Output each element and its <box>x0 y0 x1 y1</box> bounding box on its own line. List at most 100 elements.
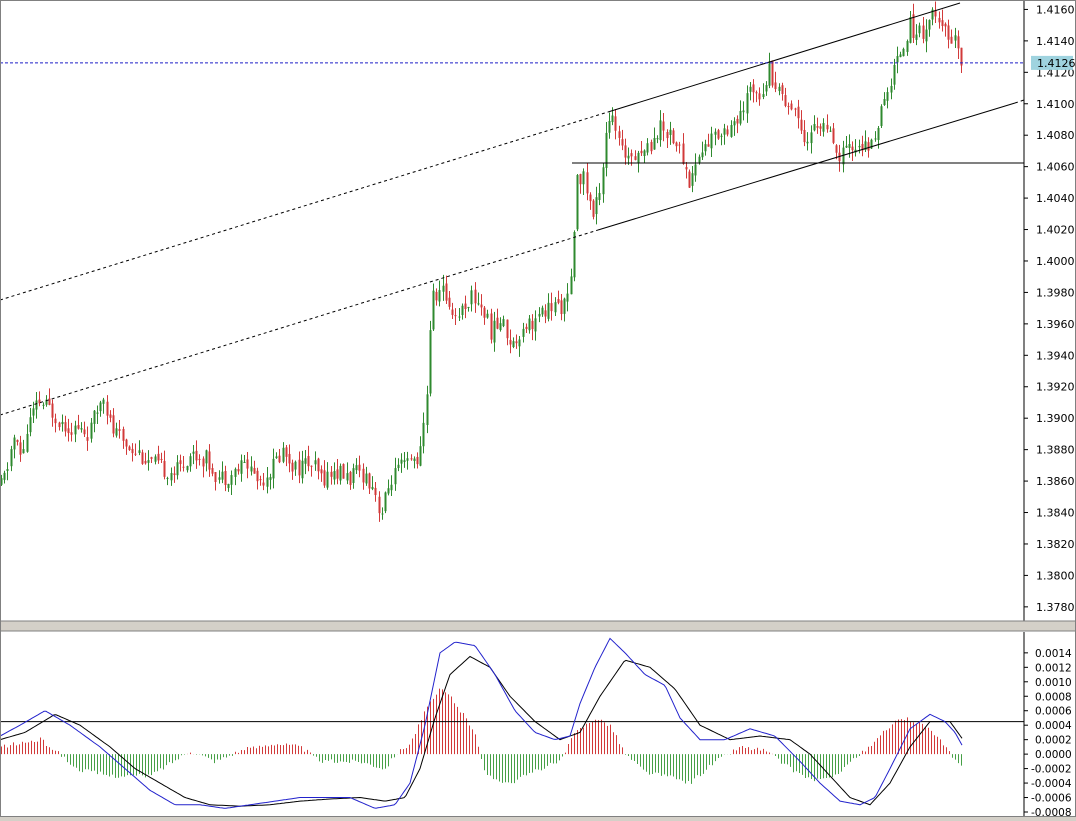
candle-body <box>618 131 621 138</box>
candle-body <box>99 402 102 412</box>
candle-body <box>570 276 573 295</box>
candle-body <box>19 442 22 455</box>
candle-body <box>253 468 256 474</box>
channel-lower-line[interactable] <box>597 102 1016 231</box>
candle-body <box>426 394 429 426</box>
candle-body <box>333 471 336 480</box>
candle-body <box>106 401 109 416</box>
current-price-label <box>1031 55 1073 70</box>
price-tick-label: 1.3820 <box>1036 538 1075 551</box>
macd-tick-label: 0.0014 <box>1035 648 1072 660</box>
candle-body <box>704 144 707 152</box>
panel-separator[interactable] <box>0 621 1076 631</box>
candle-body <box>621 139 624 146</box>
candle-body <box>496 317 499 329</box>
candle-body <box>51 403 54 418</box>
candle-body <box>864 141 867 150</box>
candle-body <box>22 449 25 454</box>
candle-body <box>950 36 953 44</box>
candle-body <box>77 425 80 429</box>
candle-body <box>922 25 925 39</box>
candle-body <box>438 290 441 302</box>
candle-body <box>240 460 243 474</box>
candle-body <box>211 468 214 474</box>
macd-tick-label: -0.0008 <box>1031 807 1072 817</box>
candle-body <box>890 85 893 93</box>
candle-body <box>451 309 454 315</box>
candle-body <box>669 129 672 135</box>
macd-tick-label: 0.0000 <box>1035 749 1072 761</box>
candle-body <box>902 48 905 57</box>
candle-body <box>243 461 246 463</box>
candle-body <box>282 447 285 462</box>
candle-body <box>432 290 435 330</box>
channel-upper-line[interactable] <box>607 2 961 113</box>
candle-body <box>182 466 185 468</box>
candle-body <box>474 289 477 304</box>
candle-body <box>726 129 729 135</box>
candle-body <box>550 303 553 312</box>
macd-tick-label: -0.0004 <box>1031 778 1072 790</box>
macd-axis[interactable] <box>1024 632 1076 817</box>
candle-body <box>32 408 35 416</box>
candle-body <box>589 194 592 202</box>
candle-body <box>653 138 656 150</box>
candle-body <box>842 147 845 165</box>
candle-body <box>662 121 665 131</box>
candle-body <box>29 417 32 433</box>
candle-body <box>675 142 678 147</box>
candle-body <box>579 174 582 185</box>
candle-body <box>134 453 137 455</box>
candle-body <box>150 457 153 459</box>
candle-body <box>915 34 918 40</box>
candle-body <box>880 106 883 126</box>
candle-body <box>109 414 112 418</box>
candle-body <box>157 453 160 461</box>
macd-tick-label: 0.0002 <box>1035 735 1072 747</box>
candle-body <box>301 460 304 479</box>
candle-body <box>198 458 201 460</box>
price-tick-label: 1.3960 <box>1036 318 1075 331</box>
candle-body <box>877 127 880 140</box>
candle-body <box>93 410 96 424</box>
candle-body <box>406 458 409 461</box>
candle-body <box>387 488 390 494</box>
candle-body <box>701 152 704 158</box>
candle-body <box>698 156 701 163</box>
candle-body <box>896 56 899 63</box>
candle-body <box>659 120 662 141</box>
candle-body <box>397 464 400 469</box>
candle-body <box>506 319 509 339</box>
candle-body <box>470 290 473 305</box>
candle-body <box>330 471 333 477</box>
candle-body <box>278 455 281 463</box>
candle-body <box>458 316 461 318</box>
candle-body <box>806 141 809 144</box>
candle-body <box>400 459 403 464</box>
candle-body <box>275 456 278 459</box>
candle-body <box>598 192 601 201</box>
candle-body <box>605 132 608 168</box>
candle-body <box>160 458 163 460</box>
candle-body <box>90 422 93 439</box>
candle-body <box>195 450 198 461</box>
candle-body <box>774 82 777 90</box>
price-tick-label: 1.3780 <box>1036 601 1075 614</box>
candle-body <box>246 459 249 469</box>
candle-body <box>35 400 38 410</box>
macd-plot-area[interactable] <box>0 632 1024 817</box>
candle-body <box>614 116 617 131</box>
candle-body <box>336 469 339 479</box>
candle-body <box>166 477 169 479</box>
candle-body <box>320 469 323 474</box>
candle-body <box>762 94 765 98</box>
price-axis[interactable] <box>1024 0 1076 621</box>
price-tick-label: 1.3980 <box>1036 286 1075 299</box>
candle-body <box>192 451 195 454</box>
price-plot-area[interactable] <box>0 0 1024 621</box>
candle-body <box>502 319 505 327</box>
candle-body <box>822 123 825 132</box>
candle-body <box>365 473 368 484</box>
price-tick-label: 1.3860 <box>1036 475 1075 488</box>
candle-body <box>941 20 944 27</box>
